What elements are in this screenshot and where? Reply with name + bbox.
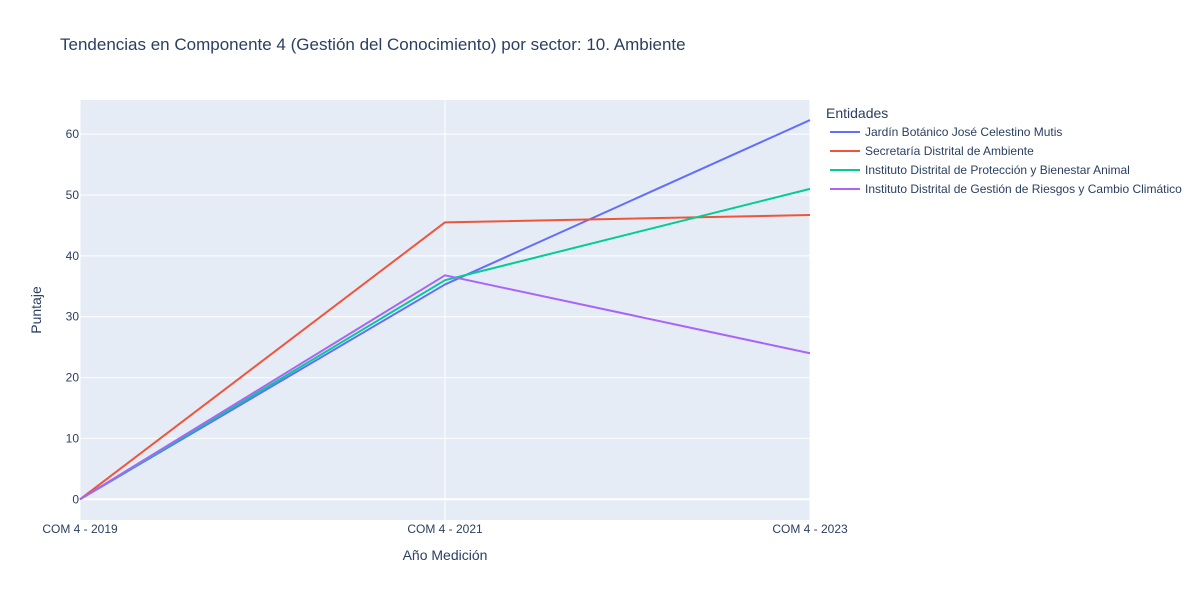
x-tick-labels: COM 4 - 2019 COM 4 - 2021 COM 4 - 2023: [42, 522, 848, 536]
legend-item[interactable]: Instituto Distrital de Gestión de Riesgo…: [830, 182, 1182, 196]
x-tick-label: COM 4 - 2023: [772, 522, 848, 536]
y-tick-label: 10: [66, 431, 80, 445]
legend-item[interactable]: Secretaría Distrital de Ambiente: [830, 144, 1034, 158]
series-line: [79, 187, 811, 501]
legend-label: Instituto Distrital de Protección y Bien…: [865, 163, 1130, 177]
y-tick-label: 0: [72, 492, 79, 506]
legend-label: Jardín Botánico José Celestino Mutis: [865, 125, 1062, 139]
x-tick-label: COM 4 - 2019: [42, 522, 118, 536]
legend: Entidades Jardín Botánico José Celestino…: [826, 105, 1182, 196]
series-line: [79, 274, 811, 501]
legend-label: Instituto Distrital de Gestión de Riesgo…: [865, 182, 1182, 196]
y-tick-label: 60: [66, 127, 80, 141]
chart-title: Tendencias en Componente 4 (Gestión del …: [60, 35, 686, 54]
legend-item[interactable]: Jardín Botánico José Celestino Mutis: [830, 125, 1062, 139]
x-gridlines: [79, 100, 811, 520]
series-line: [79, 214, 811, 501]
y-axis-title: Puntaje: [28, 286, 44, 334]
series-lines: [79, 119, 811, 501]
x-axis-title: Año Medición: [403, 547, 488, 563]
x-tick-label: COM 4 - 2021: [407, 522, 483, 536]
series-line: [79, 119, 811, 501]
y-tick-label: 50: [66, 188, 80, 202]
y-tick-label: 20: [66, 371, 80, 385]
y-tick-labels: 0 10 20 30 40 50 60: [66, 127, 80, 506]
legend-title: Entidades: [826, 105, 888, 121]
y-tick-label: 30: [66, 310, 80, 324]
y-tick-label: 40: [66, 249, 80, 263]
legend-label: Secretaría Distrital de Ambiente: [865, 144, 1034, 158]
legend-items: Jardín Botánico José Celestino Mutis Secr…: [830, 125, 1182, 196]
y-gridlines: [80, 133, 810, 501]
legend-item[interactable]: Instituto Distrital de Protección y Bien…: [830, 163, 1130, 177]
